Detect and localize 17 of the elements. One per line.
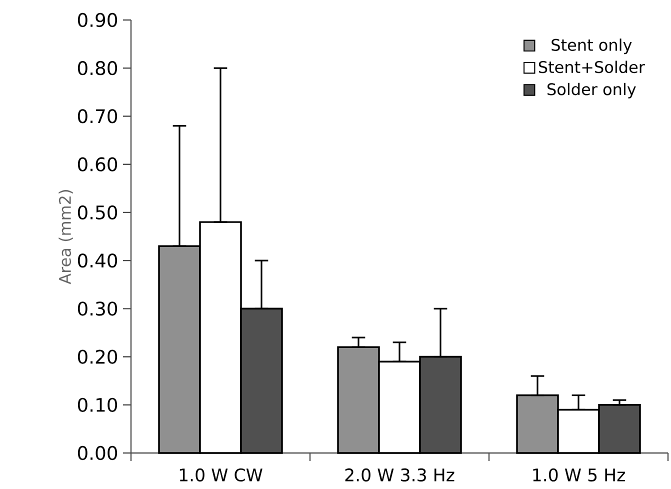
y-tick-label: 0.30 [78,302,118,316]
legend-label: Stent only [552,38,632,54]
legend-label: Stent+Solder [538,60,645,74]
y-tick-label: 0.60 [78,157,118,172]
y-tick-label: 0.50 [78,205,118,220]
y-tick-label: 0.70 [78,109,118,124]
x-tick-label: 1.0 W CW [180,468,262,482]
y-tick-label: 0.20 [78,350,118,364]
y-tick-label: 0.00 [78,446,118,460]
y-tick-label: 0.80 [78,61,118,76]
y-tick-label: 0.10 [78,398,118,412]
x-tick-label: 1.0 W 5 Hz [533,468,625,482]
y-axis-title: Area (mm2) [58,190,73,284]
y-tick-label: 0.40 [78,253,118,268]
legend-label: Solder only [548,82,636,98]
x-tick-label: 2.0 W 3.3 Hz [345,468,454,482]
y-tick-label: 0.90 [78,12,118,28]
